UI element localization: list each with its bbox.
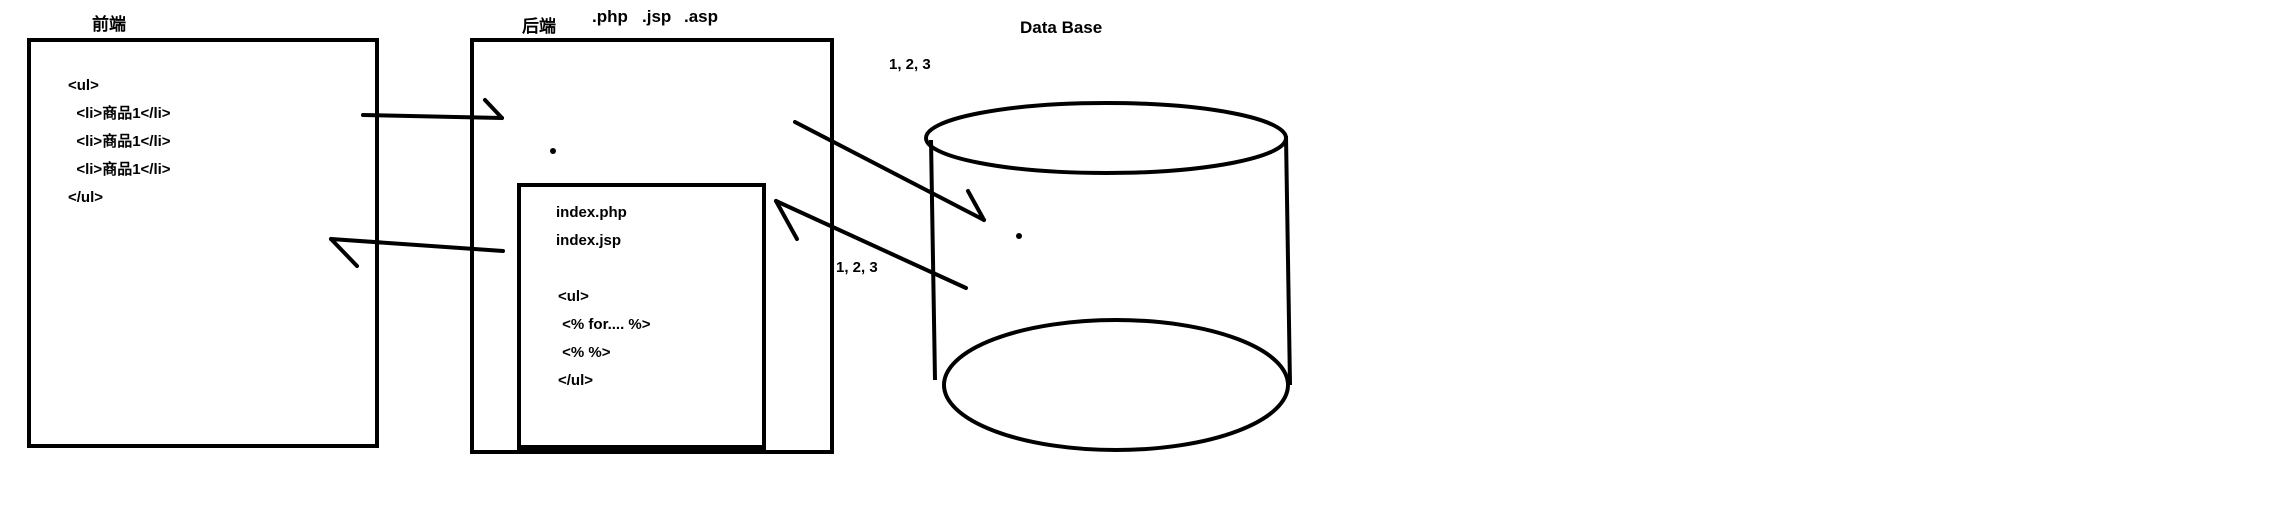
frontend-panel: 前端 <ul> <li>商品1</li> <li>商品1</li> <li>商品… [27,14,379,448]
cylinder-left-side [929,139,937,381]
template-code-line: <ul> [558,288,589,305]
database-data-top: 1, 2, 3 [889,56,931,73]
backend-extensions: .php .jsp .asp [592,7,718,26]
frontend-title: 前端 [92,14,126,34]
arrow-query [793,120,986,222]
database-panel: Data Base 1, 2, 3 [889,18,1292,452]
backend-title: 后端 [522,16,556,36]
extension-label: .jsp [642,7,671,26]
arrow-result [774,199,968,290]
database-cylinder [924,101,1292,452]
arrows [329,98,986,290]
template-code-line: </ul> [558,372,593,389]
cylinder-right-side [1284,135,1292,386]
frontend-code-line: <li>商品1</li> [68,132,171,150]
template-file-name: index.jsp [556,232,621,249]
stray-dot [550,148,556,154]
frontend-code-line: <li>商品1</li> [68,160,171,178]
template-code-line: <% %> [558,344,611,361]
frontend-box [27,38,379,448]
database-data-return: 1, 2, 3 [836,259,878,276]
arrow-response [329,237,505,268]
frontend-code-line: </ul> [68,189,103,206]
frontend-code: <ul> <li>商品1</li> <li>商品1</li> <li>商品1</… [68,77,171,206]
template-file-name: index.php [556,204,627,221]
backend-box [470,38,834,454]
arrow-request [361,98,504,120]
database-title: Data Base [1020,18,1102,37]
template-panel: index.php index.jsp <ul> <% for.... %> <… [517,183,766,451]
stray-dot [1016,233,1022,239]
extension-label: .php [592,7,628,26]
backend-panel: 后端 .php .jsp .asp index.php index.jsp <u… [470,7,834,454]
cylinder-bottom [942,318,1290,452]
template-code-line: <% for.... %> [558,316,651,333]
extension-label: .asp [684,7,718,26]
cylinder-top [924,101,1288,175]
frontend-code-line: <ul> [68,77,99,94]
frontend-code-line: <li>商品1</li> [68,104,171,122]
